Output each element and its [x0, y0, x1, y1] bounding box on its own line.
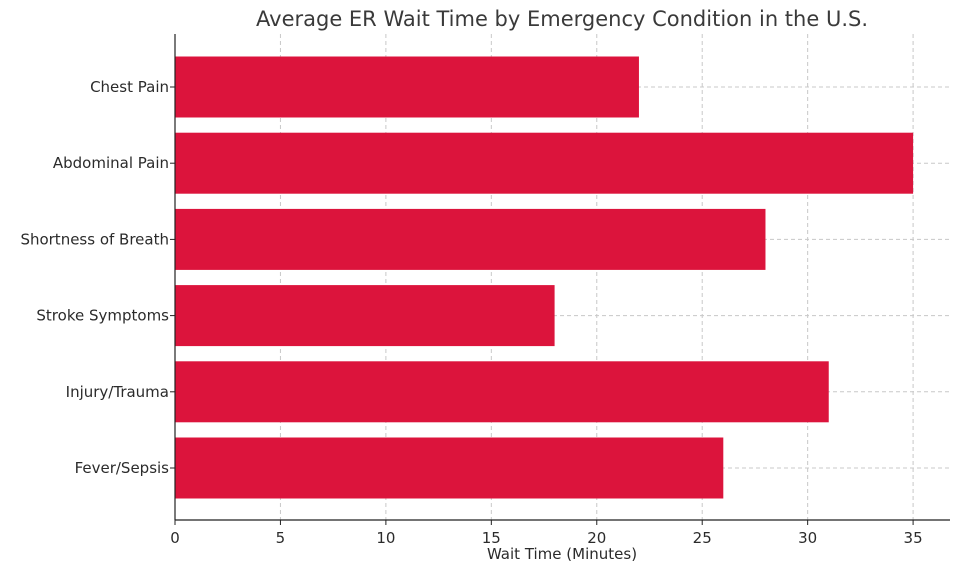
x-tick-label: 5 — [276, 529, 286, 547]
bar — [175, 285, 555, 347]
x-axis-label: Wait Time (Minutes) — [487, 545, 637, 563]
category-label: Chest Pain — [90, 78, 169, 96]
x-tick-label: 15 — [482, 529, 501, 547]
bar — [175, 132, 914, 194]
bar — [175, 361, 829, 423]
x-tick-label: 25 — [693, 529, 712, 547]
chart-title: Average ER Wait Time by Emergency Condit… — [256, 7, 868, 31]
bar — [175, 208, 766, 270]
category-label: Fever/Sepsis — [75, 459, 170, 477]
x-tick-label: 0 — [170, 529, 180, 547]
x-tick-labels: 0 5 10 15 20 25 30 35 — [170, 520, 923, 547]
bars — [175, 56, 914, 499]
bar — [175, 56, 639, 118]
x-tick-label: 35 — [904, 529, 923, 547]
y-tick-labels: Chest Pain Abdominal Pain Shortness of Bre… — [20, 78, 175, 477]
category-label: Injury/Trauma — [66, 383, 169, 401]
x-tick-label: 20 — [587, 529, 606, 547]
category-label: Shortness of Breath — [20, 230, 169, 248]
x-tick-label: 30 — [798, 529, 817, 547]
bar — [175, 437, 724, 499]
x-tick-label: 10 — [376, 529, 395, 547]
category-label: Abdominal Pain — [53, 154, 169, 172]
category-label: Stroke Symptoms — [36, 307, 169, 325]
